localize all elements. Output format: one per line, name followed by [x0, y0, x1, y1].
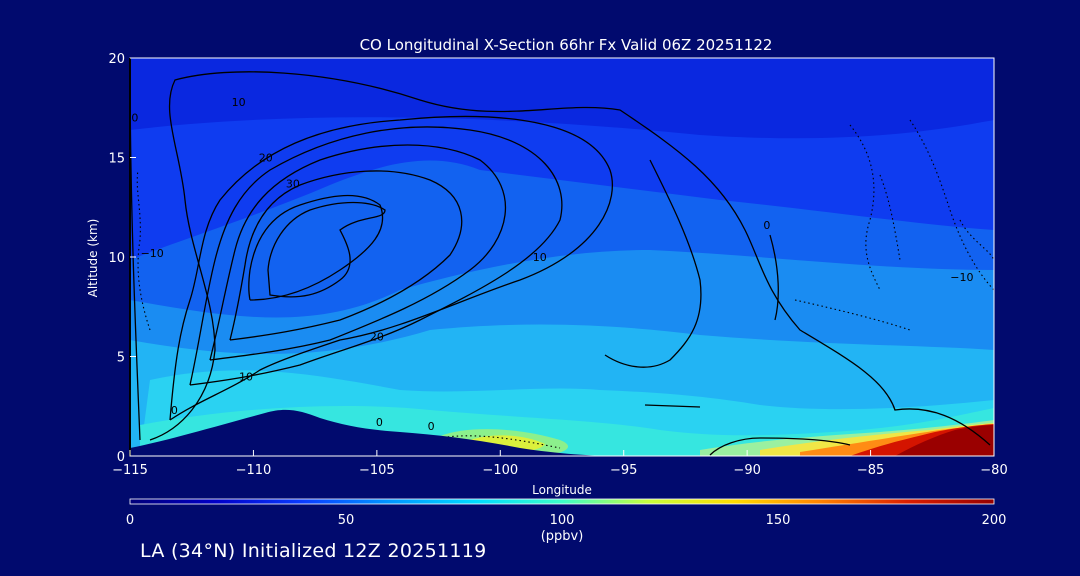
- contour-line-7: [267, 201, 386, 298]
- contour-label-3: 20: [370, 331, 384, 344]
- colorbar-tick-label: 150: [766, 513, 791, 528]
- contour-label-12: −10: [950, 271, 973, 284]
- contour-label-11: 0: [763, 219, 770, 232]
- contour-label-7: −10: [141, 247, 164, 260]
- contour-label-5: 0: [171, 404, 178, 417]
- contour-line-5: [229, 170, 463, 341]
- x-tick-label: −90: [733, 463, 760, 478]
- x-tick-label: −115: [112, 463, 148, 478]
- colorbar-tick-label: 0: [126, 513, 134, 528]
- contour-line-2: [169, 115, 614, 421]
- contour-line-4: [209, 144, 507, 361]
- contour-label-10: 10: [533, 251, 547, 264]
- contour-line-10: [644, 404, 701, 408]
- initialization-caption: LA (34°N) Initialized 12Z 20251119: [140, 540, 487, 562]
- contour-line-3: [189, 126, 563, 386]
- x-axis-label: Longitude: [532, 483, 592, 497]
- x-tick-label: −85: [857, 463, 884, 478]
- concentration-field: [130, 117, 994, 456]
- x-tick-label: −105: [359, 463, 395, 478]
- colorbar: 0 50 100 150 200 (ppbv): [126, 498, 1007, 544]
- dotted-contour-4: [794, 299, 911, 331]
- contour-label-9: 0: [428, 420, 435, 433]
- y-axis: 0 5 10 15 20: [108, 52, 136, 465]
- terrain-mask: [130, 409, 620, 456]
- plot-area: 10 20 30 20 10 0 0 −10 0 0 10 0 −10: [130, 58, 994, 456]
- x-tick-label: −80: [980, 463, 1007, 478]
- colorbar-tick-label: 100: [550, 513, 575, 528]
- contour-lines: [130, 59, 994, 456]
- colorbar-tick-label: 50: [338, 513, 355, 528]
- y-tick-label: 10: [108, 251, 125, 266]
- x-tick-label: −110: [236, 463, 272, 478]
- contour-labels: 10 20 30 20 10 0 0 −10 0 0 10 0 −10: [131, 96, 973, 433]
- colorbar-tick-label: 200: [982, 513, 1007, 528]
- contour-line-1: [149, 71, 991, 446]
- contour-label-1: 20: [259, 151, 273, 164]
- x-axis: −115 −110 −105 −100 −95 −90 −85 −80: [112, 450, 1008, 478]
- y-axis-label: Altitude (km): [86, 219, 100, 298]
- contour-label-8: 0: [376, 416, 383, 429]
- x-tick-label: −95: [610, 463, 637, 478]
- contour-label-0: 10: [232, 96, 246, 109]
- contour-line-8: [604, 159, 702, 368]
- colorbar-unit-label: (ppbv): [541, 529, 584, 544]
- y-tick-label: 0: [117, 450, 125, 465]
- contour-label-6: 0: [131, 112, 138, 125]
- dotted-contour-0: [136, 169, 151, 331]
- x-tick-label: −100: [482, 463, 518, 478]
- colorbar-ticks: 0 50 100 150 200: [126, 513, 1007, 528]
- contour-line-11: [709, 437, 851, 456]
- contour-label-4: 10: [239, 370, 253, 383]
- contour-line-9: [769, 234, 779, 321]
- y-tick-label: 20: [108, 52, 125, 67]
- colorbar-ramp: [129, 498, 995, 505]
- contour-line-6: [248, 194, 384, 301]
- contour-label-2: 30: [286, 177, 300, 190]
- field-surface-dark-red: [895, 425, 994, 456]
- y-tick-label: 15: [108, 152, 125, 167]
- dotted-contour-3: [959, 219, 994, 261]
- y-tick-label: 5: [117, 351, 125, 366]
- chart-title: CO Longitudinal X-Section 66hr Fx Valid …: [360, 36, 773, 54]
